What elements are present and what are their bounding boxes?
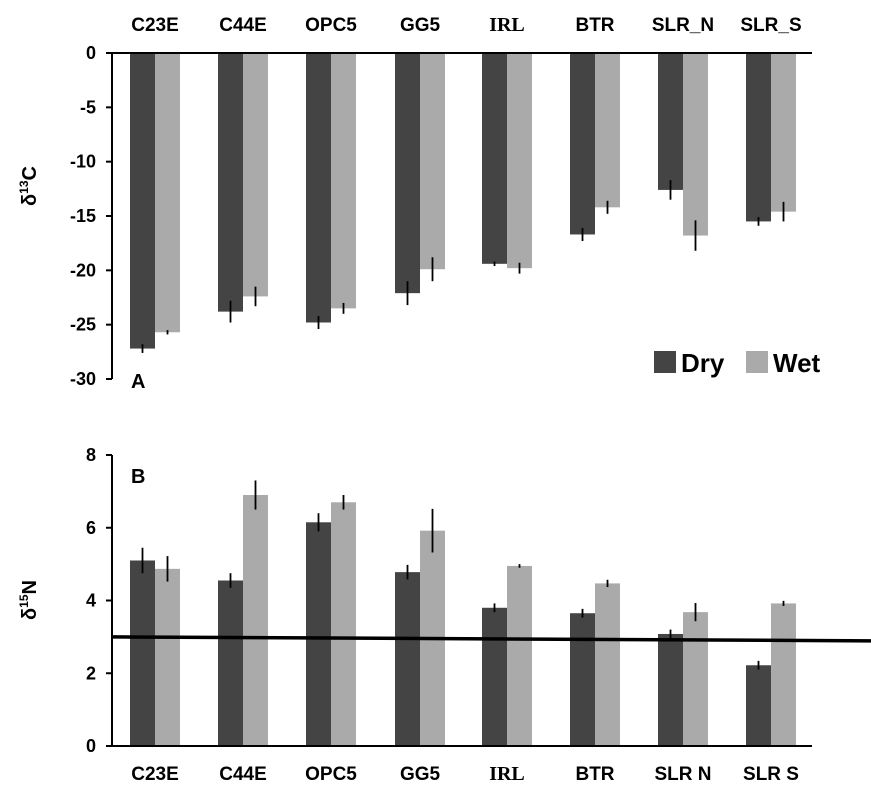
bar-wet [683,53,708,236]
y-tick-label: -15 [70,206,96,226]
bar-wet [595,53,620,208]
bar-dry [130,53,155,349]
category-label: SLR_S [740,15,801,36]
bar-wet [243,53,268,297]
bar-dry [658,633,683,746]
y-tick-label: 6 [86,518,96,538]
y-axis-title-sup: 15 [17,594,31,608]
bar-wet [155,568,180,746]
y-axis-title-after: C [19,166,41,180]
category-label: OPC5 [305,15,357,36]
y-axis-title: δ15N [17,580,41,620]
y-tick-label: -5 [80,97,96,117]
category-label: GG5 [400,15,441,36]
category-label: IRL [489,14,525,36]
y-tick-label: 4 [86,591,96,611]
bar-dry [395,572,420,746]
bar-dry [570,613,595,746]
category-label: IRL [489,763,525,785]
category-label: SLR_N [652,15,714,36]
bar-wet [507,565,532,746]
legend-swatch-wet [746,351,768,373]
category-label: BTR [575,15,614,36]
bar-wet [507,53,532,269]
y-axis-title-main: δ [19,194,41,206]
bar-wet [155,53,180,333]
panel-label: A [131,371,145,393]
bar-dry [746,665,771,746]
bar-wet [420,53,445,270]
bar-wet [331,502,356,746]
bar-dry [482,607,507,746]
category-label: C23E [131,764,179,785]
y-tick-label: -10 [70,152,96,172]
reference-line [111,635,871,643]
bar-wet [683,612,708,746]
bar-wet [771,603,796,746]
panel-label: B [131,466,145,488]
category-label: C44E [219,15,267,36]
panel-b-chart: 0 2 4 6 8 C23E C44E OPC5 GG5 IRL BTR SLR N SLR S δ15N… [17,445,871,785]
legend-swatch-dry [654,351,676,373]
bar-dry [306,522,331,746]
bar-dry [482,53,507,264]
bar-wet [595,583,620,746]
category-label: GG5 [400,764,441,785]
bar-wet [771,53,796,212]
category-label: OPC5 [305,764,357,785]
y-axis-title: δ13C [17,166,41,206]
y-tick-label: 0 [86,736,96,756]
bar-wet [331,53,356,309]
bar-dry [395,53,420,294]
bar-dry [218,53,243,312]
legend-label-dry: Dry [681,348,725,378]
bar-dry [130,560,155,746]
bar-dry [746,53,771,222]
legend: Dry Wet [654,348,821,378]
y-tick-label: -30 [70,369,96,389]
panel-a-chart: 0 -5 -10 -15 -20 -25 -30 C23E C44E OPC5 GG5 IRL BTR S… [17,14,821,393]
category-label: SLR S [743,764,799,785]
category-label: C23E [131,15,179,36]
category-label: C44E [219,764,267,785]
y-tick-label: 8 [86,445,96,465]
y-tick-label: 2 [86,663,96,683]
y-axis-title-main: δ [19,608,41,620]
bar-dry [218,580,243,746]
category-label: SLR N [655,764,712,785]
y-axis-title-sup: 13 [17,180,31,194]
y-tick-label: -20 [70,260,96,280]
bar-wet [243,495,268,746]
bar-dry [570,53,595,235]
legend-label-wet: Wet [773,348,821,378]
y-tick-label: -25 [70,315,96,335]
bar-dry [658,53,683,190]
y-axis-title-after: N [19,580,41,594]
y-tick-label: 0 [86,43,96,63]
category-label: BTR [575,764,614,785]
bar-dry [306,53,331,323]
